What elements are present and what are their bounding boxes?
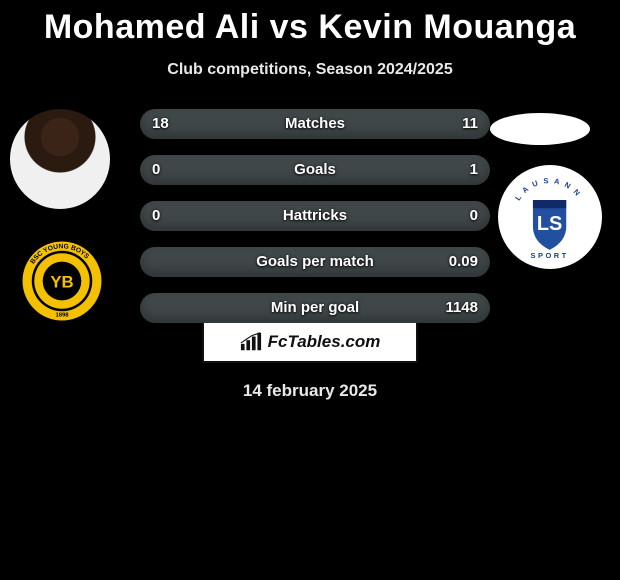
stat-row-goals-per-match: Goals per match 0.09	[140, 247, 490, 277]
stat-label: Hattricks	[140, 201, 490, 231]
stat-row-goals: 0 Goals 1	[140, 155, 490, 185]
stat-right-value: 11	[462, 109, 478, 139]
svg-text:1898: 1898	[55, 312, 69, 318]
stat-right-value: 1	[470, 155, 478, 185]
stat-label: Goals	[140, 155, 490, 185]
stat-right-value: 0.09	[449, 247, 478, 277]
player2-club-badge: L A U S A N N E LS SPORT	[498, 165, 602, 269]
young-boys-icon: YB BSC YOUNG BOYS 1898	[20, 239, 104, 323]
stat-row-hattricks: 0 Hattricks 0	[140, 201, 490, 231]
svg-text:SPORT: SPORT	[531, 252, 569, 259]
stat-row-min-per-goal: Min per goal 1148	[140, 293, 490, 323]
player2-name: Kevin Mouanga	[318, 8, 576, 46]
stat-right-value: 0	[470, 201, 478, 231]
stats-rows: 18 Matches 11 0 Goals 1 0 Hattricks 0 Go…	[140, 109, 490, 339]
player1-club-badge: YB BSC YOUNG BOYS 1898	[20, 239, 104, 323]
stat-label: Min per goal	[140, 293, 490, 323]
stat-right-value: 1148	[445, 293, 478, 323]
svg-text:YB: YB	[50, 273, 73, 292]
lausanne-sport-icon: L A U S A N N E LS SPORT	[508, 175, 591, 258]
player2-avatar-placeholder	[490, 113, 590, 145]
player1-name: Mohamed Ali	[44, 8, 260, 46]
vs-separator: vs	[270, 8, 309, 46]
infographic-date: 14 february 2025	[0, 381, 620, 401]
stat-label: Matches	[140, 109, 490, 139]
player1-avatar	[10, 109, 110, 209]
page-title: Mohamed Ali vs Kevin Mouanga	[0, 0, 620, 47]
subtitle: Club competitions, Season 2024/2025	[0, 61, 620, 79]
stat-row-matches: 18 Matches 11	[140, 109, 490, 139]
svg-text:LS: LS	[537, 213, 563, 235]
svg-text:L A U S A N N E: L A U S A N N E	[508, 175, 586, 202]
stat-label: Goals per match	[140, 247, 490, 277]
